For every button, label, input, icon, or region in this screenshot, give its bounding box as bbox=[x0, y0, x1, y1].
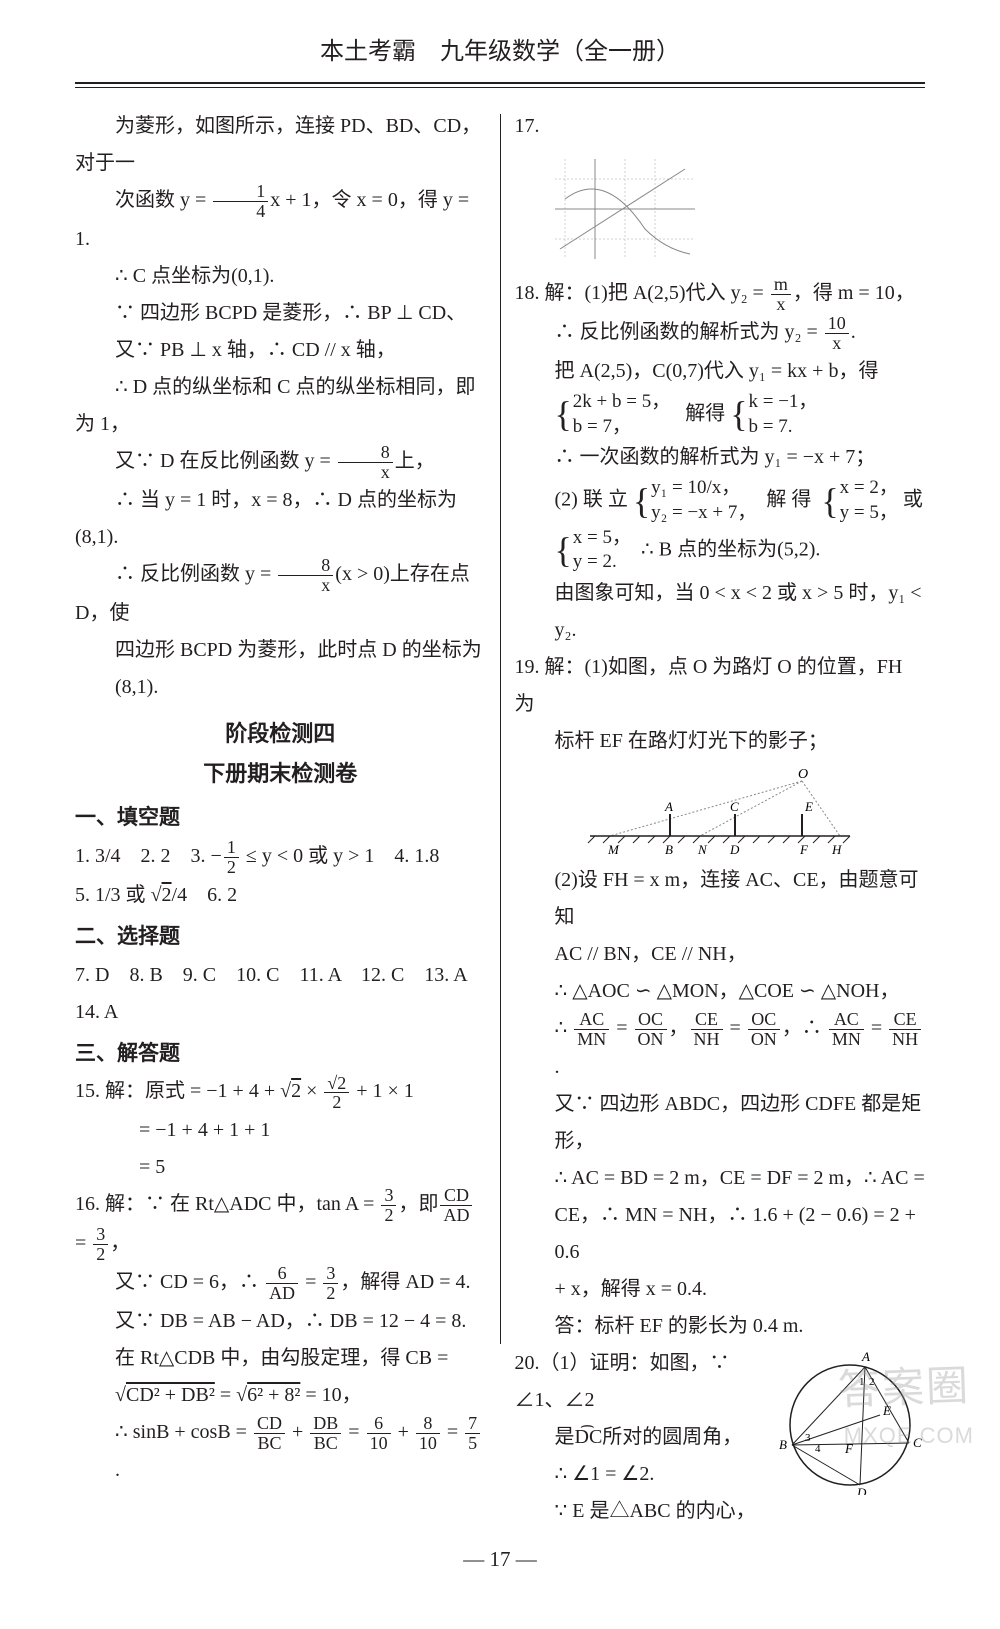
text-line: (8,1). bbox=[75, 669, 486, 706]
text-line: 5. 1/3 或 √2/4 6. 2 bbox=[75, 877, 486, 914]
fraction: √22 bbox=[324, 1074, 349, 1113]
svg-text:B: B bbox=[665, 842, 673, 856]
svg-text:E: E bbox=[804, 799, 813, 814]
q19-line: ∴ AC = BD = 2 m，CE = DF = 2 m，∴ AC = bbox=[515, 1160, 926, 1197]
text-line: ∴ C 点坐标为(0,1). bbox=[75, 258, 486, 295]
q16-line: 又∵ CD = 6，∴ 6AD = 32，解得 AD = 4. bbox=[75, 1264, 486, 1303]
svg-text:B: B bbox=[779, 1437, 787, 1452]
q19-line: CE，∴ MN = NH，∴ 1.6 + (2 − 0.6) = 2 + 0.6 bbox=[515, 1197, 926, 1271]
q18-line: ∴ 反比例函数的解析式为 y₂ = 10x. bbox=[515, 314, 926, 353]
column-divider bbox=[500, 114, 501, 1344]
q19-line: 答：标杆 EF 的影长为 0.4 m. bbox=[515, 1308, 926, 1345]
fraction: 14 bbox=[213, 182, 268, 221]
text-line: 次函数 y = 14x + 1，令 x = 0，得 y = 1. bbox=[75, 182, 486, 258]
q18-line: {x = 5，y = 2. ∴ B 点的坐标为(5,2). bbox=[515, 526, 926, 575]
q17-figure bbox=[545, 149, 705, 269]
q18-line: {2k + b = 5，b = 7， 解得 {k = −1，b = 7. bbox=[515, 390, 926, 439]
svg-text:H: H bbox=[831, 842, 842, 856]
q19-line: 标杆 EF 在路灯灯光下的影子； bbox=[515, 723, 926, 760]
equation-system: {y₁ = 10/x，y₂ = −x + 7， bbox=[633, 476, 757, 525]
text-line: 又∵ PB ⊥ x 轴，∴ CD // x 轴， bbox=[75, 332, 486, 369]
q18-line: 把 A(2,5)，C(0,7)代入 y₁ = kx + b，得 bbox=[515, 353, 926, 390]
q19-line: ∴ ACMN = OCON，CENH = OCON，∴ ACMN = CENH. bbox=[515, 1010, 926, 1086]
label-O: O bbox=[798, 767, 808, 782]
q16-line: 在 Rt△CDB 中，由勾股定理，得 CB = bbox=[75, 1340, 486, 1377]
svg-text:A: A bbox=[664, 799, 673, 814]
text-line: 又∵ D 在反比例函数 y = 8x上， bbox=[75, 443, 486, 482]
left-column: 为菱形，如图所示，连接 PD、BD、CD，对于一 次函数 y = 14x + 1… bbox=[75, 108, 486, 1530]
q15-line: = −1 + 4 + 1 + 1 bbox=[75, 1112, 486, 1149]
q19-line: 19. 解：(1)如图，点 O 为路灯 O 的位置，FH 为 bbox=[515, 649, 926, 723]
svg-text:4: 4 bbox=[815, 1443, 821, 1455]
text-line: 为菱形，如图所示，连接 PD、BD、CD，对于一 bbox=[75, 108, 486, 182]
q16-line: 16. 解：∵ 在 Rt△ADC 中，tan A = 32，即CDAD = 32… bbox=[75, 1186, 486, 1264]
q16-line: ∴ sinB + cosB = CDBC + DBBC = 610 + 810 … bbox=[75, 1414, 486, 1490]
equation-system: {k = −1，b = 7. bbox=[730, 390, 817, 439]
text-line: 四边形 BCPD 为菱形，此时点 D 的坐标为 bbox=[75, 632, 486, 669]
q19-line: ∴ △AOC ∽ △MON，△COE ∽ △NOH， bbox=[515, 973, 926, 1010]
q19-line: AC // BN，CE // NH， bbox=[515, 936, 926, 973]
q16-line: 又∵ DB = AB − AD，∴ DB = 12 − 4 = 8. bbox=[75, 1303, 486, 1340]
fraction: 12 bbox=[224, 838, 239, 877]
equation-system: {2k + b = 5，b = 7， bbox=[555, 390, 671, 439]
right-column: 17. 18. 解：(1)把 A(2,5)代入 y₂ = mx，得 m bbox=[515, 108, 926, 1530]
text-line: ∵ 四边形 BCPD 是菱形，∴ BP ⊥ CD、 bbox=[75, 295, 486, 332]
q18-line: 由图象可知，当 0 < x < 2 或 x > 5 时，y₁ < y₂. bbox=[515, 575, 926, 649]
q19-line: (2)设 FH = x m，连接 AC、CE，由题意可知 bbox=[515, 862, 926, 936]
q17-label: 17. bbox=[515, 108, 926, 145]
category-fill: 一、填空题 bbox=[75, 799, 486, 838]
equation-system: {x = 5，y = 2. bbox=[555, 526, 632, 575]
page-title: 本土考霸 九年级数学（全一册） bbox=[75, 30, 925, 82]
svg-text:C: C bbox=[730, 799, 739, 814]
q18-line: 18. 解：(1)把 A(2,5)代入 y₂ = mx，得 m = 10， bbox=[515, 275, 926, 314]
svg-text:D: D bbox=[729, 842, 740, 856]
q15-line: 15. 解：原式 = −1 + 4 + √2 × √22 + 1 × 1 bbox=[75, 1073, 486, 1112]
svg-text:M: M bbox=[607, 842, 620, 856]
q19-line: + x，解得 x = 0.4. bbox=[515, 1271, 926, 1308]
fraction: 8x bbox=[338, 443, 393, 482]
text-line: ∴ 当 y = 1 时，x = 8，∴ D 点的坐标为(8,1). bbox=[75, 482, 486, 556]
text-line: ∴ D 点的纵坐标和 C 点的纵坐标相同，即为 1， bbox=[75, 369, 486, 443]
q18-line: (2) 联 立 {y₁ = 10/x，y₂ = −x + 7， 解 得 {x =… bbox=[515, 476, 926, 525]
q16-line: √CD² + DB² = √6² + 8² = 10， bbox=[75, 1377, 486, 1414]
q19-line: 又∵ 四边形 ABDC，四边形 CDFE 都是矩形， bbox=[515, 1086, 926, 1160]
stage-subtitle: 下册期末检测卷 bbox=[75, 754, 486, 795]
text-line: 1. 3/4 2. 2 3. −12 ≤ y < 0 或 y > 1 4. 1.… bbox=[75, 838, 486, 877]
q19-figure: O A bbox=[580, 766, 860, 856]
text-line: ∴ 反比例函数 y = 8x(x > 0)上存在点 D，使 bbox=[75, 556, 486, 632]
category-choice: 二、选择题 bbox=[75, 918, 486, 957]
q15-line: = 5 bbox=[75, 1149, 486, 1186]
equation-system: {x = 2，y = 5， bbox=[821, 476, 898, 525]
svg-text:N: N bbox=[697, 842, 708, 856]
text-line: 14. A bbox=[75, 994, 486, 1031]
q20-line: ∵ E 是△ABC 的内心， bbox=[515, 1493, 926, 1530]
stage-title: 阶段检测四 bbox=[75, 714, 486, 755]
svg-text:3: 3 bbox=[805, 1432, 811, 1444]
svg-text:F: F bbox=[799, 842, 809, 856]
page-number: — 17 — bbox=[75, 1540, 925, 1579]
fraction: 8x bbox=[278, 556, 333, 595]
category-solve: 三、解答题 bbox=[75, 1035, 486, 1074]
header-rule bbox=[75, 82, 925, 88]
q18-line: ∴ 一次函数的解析式为 y₁ = −x + 7； bbox=[515, 439, 926, 476]
svg-text:D: D bbox=[856, 1485, 867, 1495]
text-line: 7. D 8. B 9. C 10. C 11. A 12. C 13. A bbox=[75, 957, 486, 994]
watermark-en: MXQE.COM bbox=[844, 1416, 974, 1457]
